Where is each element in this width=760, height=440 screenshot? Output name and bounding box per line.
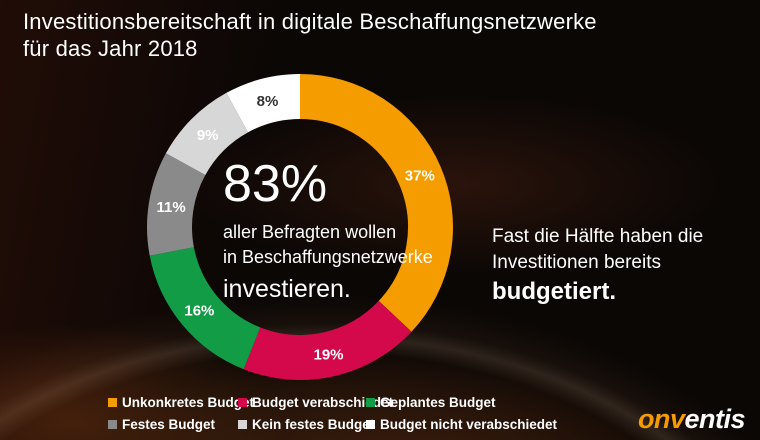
legend-label: Geplantes Budget	[380, 394, 496, 410]
legend-item-0: Unkonkretes Budget	[108, 391, 254, 413]
callout-period: .	[609, 278, 616, 305]
legend-swatch-icon	[108, 397, 117, 407]
legend-item-3: Festes Budget	[108, 413, 238, 435]
legend-item-4: Kein festes Budget	[238, 413, 374, 435]
page-title-line2: für das Jahr 2018	[23, 36, 198, 61]
legend-item-5: Budget nicht verabschiedet	[366, 413, 557, 435]
callout-emphasis: budgetiert	[492, 278, 610, 305]
legend-swatch-icon	[366, 397, 375, 407]
callout-line3: budgetiert.	[492, 276, 703, 307]
logo-text-on: on	[637, 404, 671, 434]
logo-check-glyph: v	[669, 404, 685, 434]
donut-slice-4	[165, 92, 249, 176]
legend-label: Unkonkretes Budget	[122, 394, 255, 410]
donut-slice-2	[149, 246, 261, 370]
legend-label: Budget verabschiedet	[252, 394, 394, 410]
legend-label: Kein festes Budget	[252, 416, 375, 432]
legend-swatch-icon	[238, 419, 247, 429]
legend-item-1: Budget verabschiedet	[238, 391, 393, 413]
donut-slice-label-1: 19%	[313, 347, 343, 364]
callout-text: Fast die Hälfte haben die Investitionen …	[492, 224, 703, 307]
callout-line2: Investitionen bereits	[492, 252, 661, 273]
donut-slice-3	[147, 153, 206, 256]
legend-label: Festes Budget	[122, 416, 216, 432]
donut-slice-1	[243, 300, 412, 380]
callout-line1: Fast die Hälfte haben die	[492, 226, 704, 247]
donut-slice-5	[226, 74, 301, 133]
donut-slice-label-4: 9%	[197, 127, 219, 144]
logo-text-entis: entis	[684, 404, 745, 434]
donut-slice-label-0: 37%	[405, 167, 435, 184]
chart-legend: Unkonkretes Budget Budget verabschiedet Ge…	[108, 391, 557, 435]
legend-item-2: Geplantes Budget	[366, 391, 557, 413]
donut-center-text: 83% aller Befragten wollen in Beschaffun…	[223, 155, 433, 304]
center-subline-3: investieren.	[223, 275, 351, 304]
legend-swatch-icon	[108, 419, 117, 429]
donut-slice-label-5: 8%	[257, 93, 279, 110]
donut-slice-label-2: 16%	[184, 302, 214, 319]
page-title-line1: Investitionsbereitschaft in digitale Bes…	[23, 9, 597, 34]
legend-label: Budget nicht verabschiedet	[380, 416, 558, 432]
page-title: Investitionsbereitschaft in digitale Bes…	[23, 8, 597, 62]
center-subline-1: aller Befragten wollen	[223, 222, 397, 243]
onventis-logo: onventis	[637, 404, 746, 435]
legend-swatch-icon	[238, 397, 247, 407]
donut-slice-0	[299, 74, 453, 332]
center-subline-2: in Beschaffungsnetzwerke	[223, 247, 433, 268]
legend-swatch-icon	[366, 419, 375, 429]
center-headline: 83%	[223, 155, 328, 213]
donut-slice-label-3: 11%	[156, 199, 185, 216]
